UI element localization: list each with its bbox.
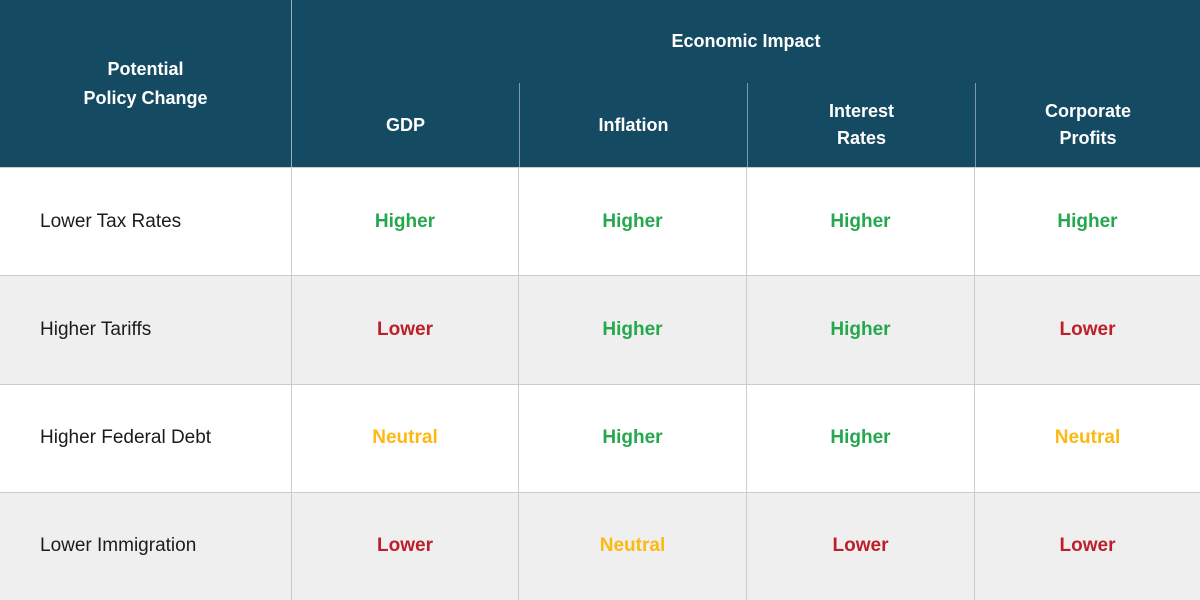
table-body: Lower Tax Rates Higher Higher Higher Hig…	[0, 168, 1200, 600]
impact-value-interest-rates: Lower	[747, 492, 975, 600]
column-header-inflation: Inflation	[519, 83, 747, 167]
impact-value-gdp: Higher	[292, 168, 519, 276]
impact-subheader-row: GDP Inflation Interest Rates Corporate P…	[292, 83, 1200, 167]
policy-label: Lower Tax Rates	[0, 168, 292, 276]
table-row-lower-immigration: Lower Immigration Lower Neutral Lower Lo…	[0, 491, 1200, 600]
column-header-corporate-profits: Corporate Profits	[975, 83, 1200, 167]
table-row-lower-tax-rates: Lower Tax Rates Higher Higher Higher Hig…	[0, 168, 1200, 276]
table-header: Potential Policy Change Economic Impact …	[0, 0, 1200, 168]
table-row-higher-tariffs: Higher Tariffs Lower Higher Higher Lower	[0, 275, 1200, 384]
table-row-higher-federal-debt: Higher Federal Debt Neutral Higher Highe…	[0, 383, 1200, 492]
column-header-interest-rates: Interest Rates	[747, 83, 975, 167]
impact-value-corporate-profits: Neutral	[1054, 427, 1121, 449]
column-header-gdp: GDP	[385, 114, 425, 135]
impact-value-interest-rates: Higher	[747, 276, 975, 384]
impact-value-inflation: Higher	[519, 276, 747, 384]
impact-value-corporate-profits: Higher	[1057, 210, 1118, 232]
impact-value-interest-rates: Higher	[747, 168, 975, 276]
policy-label: Lower Immigration	[0, 492, 292, 600]
impact-value-gdp: Neutral	[292, 384, 519, 492]
impact-value-interest-rates: Higher	[747, 384, 975, 492]
impact-value-corporate-profits: Lower	[1059, 318, 1116, 340]
impact-header-group: Economic Impact GDP Inflation Interest R…	[292, 0, 1200, 167]
impact-value-inflation: Higher	[519, 168, 747, 276]
impact-value-gdp: Lower	[292, 492, 519, 600]
impact-value-inflation: Higher	[519, 384, 747, 492]
impact-value-corporate-profits: Lower	[1059, 535, 1116, 557]
policy-label: Higher Tariffs	[0, 276, 292, 384]
impact-value-inflation: Neutral	[519, 492, 747, 600]
policy-label: Higher Federal Debt	[0, 384, 292, 492]
impact-group-title: Economic Impact	[671, 31, 821, 51]
impact-value-gdp: Lower	[292, 276, 519, 384]
policy-column-header: Potential Policy Change	[0, 0, 292, 167]
